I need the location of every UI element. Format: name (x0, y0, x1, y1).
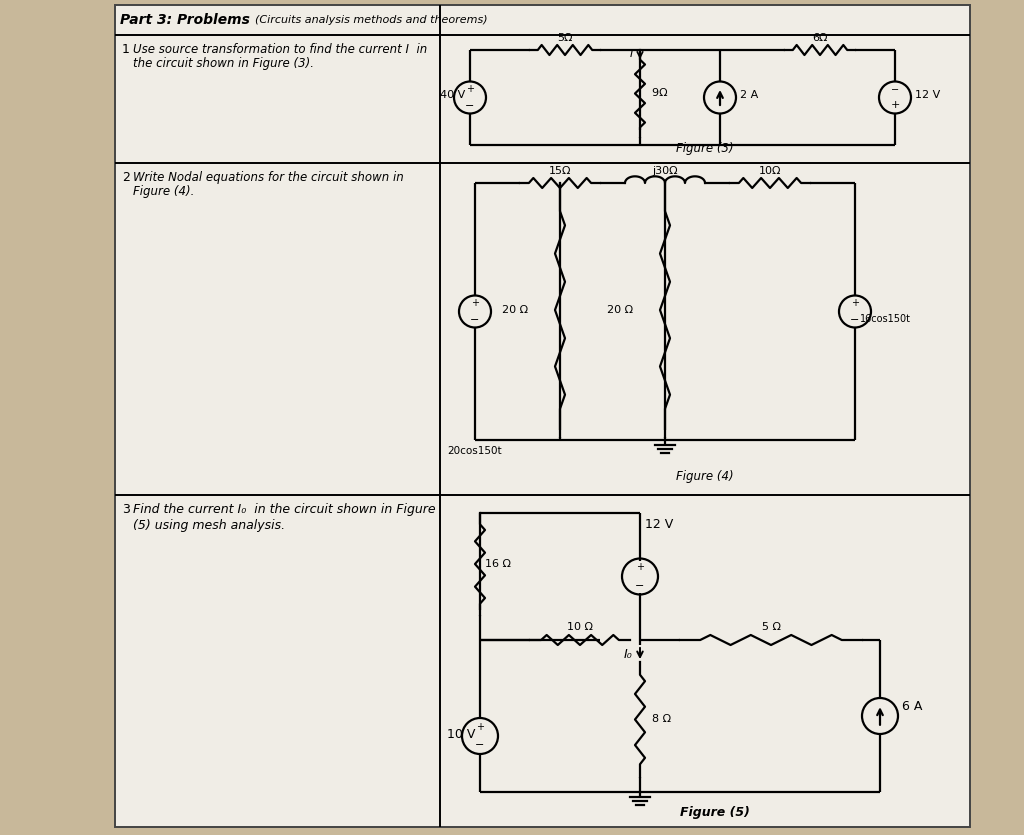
Text: +: + (476, 722, 484, 732)
Text: Figure (3): Figure (3) (676, 142, 734, 155)
Text: 5Ω: 5Ω (557, 33, 572, 43)
Text: −: − (475, 740, 484, 750)
Text: Figure (4): Figure (4) (676, 470, 734, 483)
Text: 2: 2 (122, 171, 130, 184)
Text: −: − (470, 315, 479, 325)
Text: 6Ω: 6Ω (812, 33, 827, 43)
Text: −: − (465, 100, 475, 110)
Text: −: − (850, 315, 860, 325)
Text: 40 V: 40 V (439, 90, 465, 100)
Text: +: + (851, 298, 859, 308)
Text: j30Ω: j30Ω (652, 166, 678, 176)
Text: 8 Ω: 8 Ω (645, 715, 671, 725)
Text: 10Ω: 10Ω (759, 166, 781, 176)
Text: Write Nodal equations for the circuit shown in: Write Nodal equations for the circuit sh… (133, 171, 403, 184)
Text: the circuit shown in Figure (3).: the circuit shown in Figure (3). (133, 57, 314, 70)
Text: Figure (5): Figure (5) (680, 806, 750, 819)
Text: 10 Ω: 10 Ω (567, 622, 593, 632)
Text: Find the current I₀  in the circuit shown in Figure: Find the current I₀ in the circuit shown… (133, 503, 435, 516)
Text: +: + (890, 100, 900, 110)
Text: +: + (636, 563, 644, 573)
Text: 20cos150t: 20cos150t (447, 446, 503, 456)
Text: (5) using mesh analysis.: (5) using mesh analysis. (133, 519, 285, 532)
Text: 16 Ω: 16 Ω (485, 559, 511, 569)
Text: I₀: I₀ (624, 647, 632, 660)
Text: −: − (891, 84, 899, 94)
Text: 2 A: 2 A (740, 90, 758, 100)
Text: Figure (4).: Figure (4). (133, 185, 195, 198)
Text: Part 3: Problems: Part 3: Problems (120, 13, 250, 27)
Text: 16cos150t: 16cos150t (860, 315, 911, 325)
Text: +: + (466, 84, 474, 94)
Text: Use source transformation to find the current I  in: Use source transformation to find the cu… (133, 43, 427, 56)
Text: 6 A: 6 A (902, 700, 923, 712)
Text: 12 V: 12 V (645, 518, 673, 531)
Text: −: − (635, 580, 645, 590)
Text: (Circuits analysis methods and theorems): (Circuits analysis methods and theorems) (255, 15, 487, 25)
Text: 9Ω: 9Ω (645, 89, 668, 99)
Text: 20 Ω: 20 Ω (502, 305, 528, 315)
Text: +: + (471, 298, 479, 308)
Text: I: I (630, 49, 633, 59)
Text: 20 Ω: 20 Ω (607, 305, 633, 315)
FancyBboxPatch shape (115, 5, 970, 827)
Text: 10 V: 10 V (446, 727, 475, 741)
Text: 3: 3 (122, 503, 130, 516)
Text: 5 Ω: 5 Ω (762, 622, 780, 632)
Text: 15Ω: 15Ω (549, 166, 571, 176)
Text: 12 V: 12 V (915, 90, 940, 100)
Text: 1: 1 (122, 43, 130, 56)
